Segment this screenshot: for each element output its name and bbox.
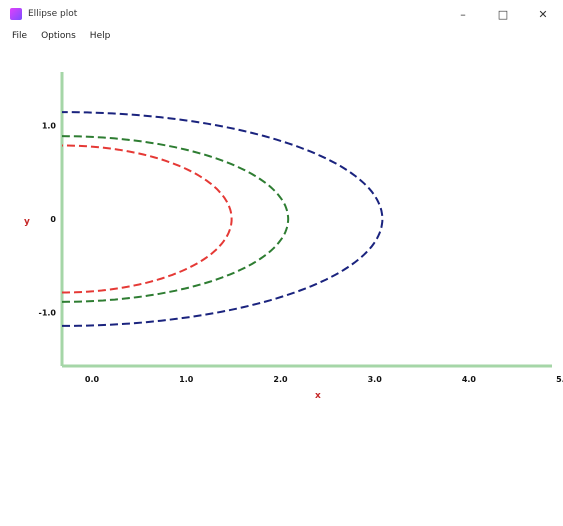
menu-file[interactable]: File: [12, 31, 28, 41]
window-title: Ellipse plot: [28, 9, 78, 19]
x-tick-label: 2.0: [273, 375, 288, 384]
series-line-0: [62, 144, 233, 294]
x-tick-label: 5.0: [556, 375, 563, 384]
y-tick-label: 1.0: [42, 121, 57, 130]
menu-bar: File Options Help: [0, 28, 563, 44]
x-tick-label: 1.0: [179, 375, 194, 384]
series-line-2: [62, 111, 384, 327]
menu-help[interactable]: Help: [89, 31, 111, 41]
app-icon: [10, 8, 22, 20]
title-bar: Ellipse plot – □ ✕: [0, 0, 563, 28]
y-tick-label: -1.0: [39, 309, 57, 318]
x-tick-label: 0.0: [85, 375, 100, 384]
x-tick-label: 3.0: [368, 375, 383, 384]
y-axis-title: y: [24, 217, 30, 227]
x-tick-label: 4.0: [462, 375, 477, 384]
y-tick-label: 0: [50, 215, 56, 224]
maximize-button[interactable]: □: [497, 7, 509, 21]
x-axis-title: x: [315, 391, 321, 401]
minimize-button[interactable]: –: [460, 7, 466, 21]
series-line-1: [61, 135, 290, 303]
window-controls: – □ ✕: [443, 0, 563, 28]
menu-options[interactable]: Options: [41, 31, 76, 41]
close-button[interactable]: ✕: [538, 7, 548, 21]
